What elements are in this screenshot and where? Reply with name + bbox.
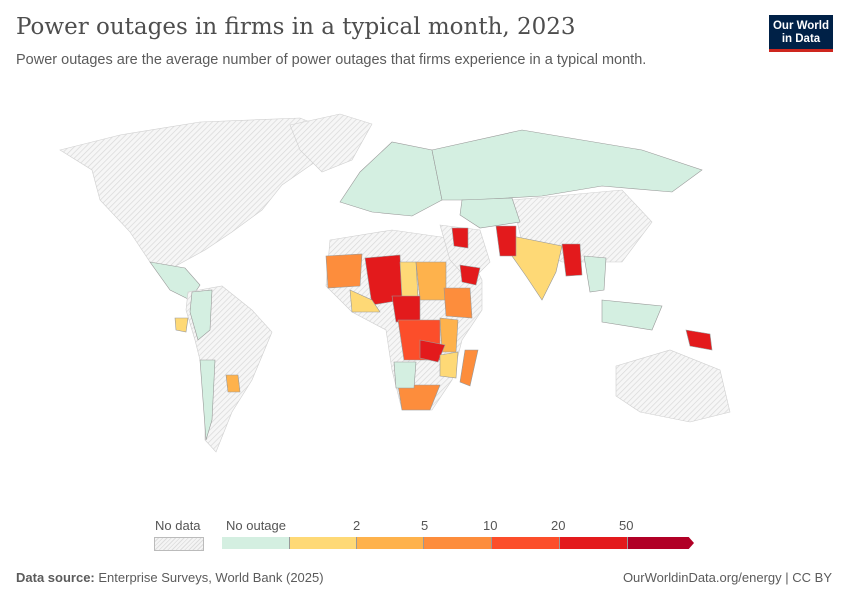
- legend-tick-2: 2: [353, 518, 361, 533]
- region-bin-5[interactable]: [495, 225, 517, 257]
- region-bin-0[interactable]: [583, 255, 607, 293]
- legend-bin-3[interactable]: [424, 537, 492, 549]
- source-label: Data source:: [16, 570, 95, 585]
- chart-subtitle: Power outages are the average number of …: [16, 52, 647, 68]
- region-bin-5[interactable]: [391, 295, 421, 323]
- chart-title: Power outages in firms in a typical mont…: [16, 14, 576, 40]
- logo-text: Our World in Data: [772, 20, 829, 45]
- legend-tick-50: 50: [619, 518, 634, 533]
- region-no-data[interactable]: [615, 349, 731, 423]
- legend-bin-0[interactable]: [222, 537, 290, 549]
- region-bin-5[interactable]: [561, 243, 583, 277]
- owid-logo[interactable]: Our World in Data: [769, 15, 833, 52]
- legend-bin-6[interactable]: [628, 537, 694, 549]
- region-bin-3[interactable]: [325, 253, 363, 289]
- region-no-data[interactable]: [289, 113, 373, 173]
- region-bin-3[interactable]: [443, 287, 473, 319]
- legend-no-outage-label: No outage: [226, 518, 286, 533]
- region-bin-2[interactable]: [415, 261, 447, 301]
- region-bin-2[interactable]: [439, 317, 459, 353]
- region-bin-1[interactable]: [439, 351, 459, 379]
- legend-tick-5: 5: [421, 518, 429, 533]
- legend-bin-2[interactable]: [357, 537, 424, 549]
- region-bin-3[interactable]: [397, 384, 441, 411]
- region-bin-0[interactable]: [459, 197, 521, 229]
- region-bin-5[interactable]: [685, 329, 713, 351]
- region-bin-1[interactable]: [399, 261, 419, 299]
- legend-no-data-swatch: [154, 537, 204, 551]
- region-bin-5[interactable]: [451, 227, 469, 249]
- legend-tick-10: 10: [483, 518, 498, 533]
- region-bin-1[interactable]: [174, 317, 189, 333]
- legend-no-data-label: No data: [155, 518, 201, 533]
- region-bin-0[interactable]: [189, 289, 213, 341]
- legend-tick-20: 20: [551, 518, 566, 533]
- world-map: [59, 113, 731, 453]
- legend-bin-1[interactable]: [290, 537, 357, 549]
- region-bin-0[interactable]: [431, 129, 703, 201]
- region-bin-5[interactable]: [459, 264, 481, 286]
- region-no-data[interactable]: [59, 117, 336, 269]
- legend-bin-4[interactable]: [492, 537, 560, 549]
- legend-bin-5[interactable]: [560, 537, 628, 549]
- region-bin-3[interactable]: [459, 349, 479, 387]
- data-source: Data source: Enterprise Surveys, World B…: [16, 570, 324, 585]
- region-bin-5[interactable]: [419, 339, 446, 363]
- region-bin-0[interactable]: [393, 361, 417, 389]
- footer-link[interactable]: OurWorldinData.org/energy | CC BY: [622, 570, 832, 585]
- region-bin-1[interactable]: [511, 235, 563, 301]
- region-bin-0[interactable]: [199, 359, 216, 441]
- region-bin-0[interactable]: [601, 299, 663, 331]
- region-bin-1[interactable]: [349, 289, 381, 313]
- source-text[interactable]: Enterprise Surveys, World Bank (2025): [98, 570, 324, 585]
- region-bin-2[interactable]: [225, 374, 241, 393]
